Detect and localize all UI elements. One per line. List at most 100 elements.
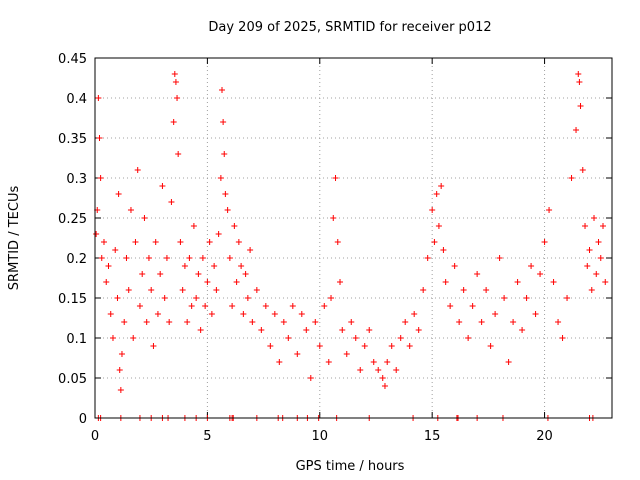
data-point (588, 287, 595, 293)
data-point (564, 295, 571, 301)
data-point (238, 263, 245, 269)
data-point (100, 239, 107, 245)
data-point (420, 287, 427, 293)
data-point (134, 167, 141, 173)
data-point (220, 119, 227, 125)
data-point (171, 71, 178, 77)
data-point (501, 295, 508, 301)
data-point (217, 175, 224, 181)
data-point (298, 311, 305, 317)
data-point (576, 79, 583, 85)
data-point (442, 279, 449, 285)
data-point (184, 319, 191, 325)
data-point (586, 247, 593, 253)
x-tick-label: 15 (424, 429, 441, 444)
data-point (307, 375, 314, 381)
data-point (118, 351, 125, 357)
data-point (226, 255, 233, 261)
data-point (487, 343, 494, 349)
y-tick-label: 0.15 (58, 292, 87, 307)
data-point (244, 295, 251, 301)
data-point (546, 207, 553, 213)
data-point (152, 239, 159, 245)
data-point (415, 327, 422, 333)
data-point (406, 343, 413, 349)
x-tick-label: 20 (536, 429, 553, 444)
data-point (397, 335, 404, 341)
data-point (597, 255, 604, 261)
data-point (193, 295, 200, 301)
data-point (247, 247, 254, 253)
data-point (159, 183, 166, 189)
data-point (379, 375, 386, 381)
data-point (130, 335, 137, 341)
data-point (206, 239, 213, 245)
chart-title: Day 209 of 2025, SRMTID for receiver p01… (208, 20, 491, 35)
data-point (233, 279, 240, 285)
data-point (96, 135, 103, 141)
data-point (429, 207, 436, 213)
x-axis-label: GPS time / hours (296, 459, 405, 474)
x-tick-label: 10 (312, 429, 329, 444)
data-point (258, 327, 265, 333)
y-tick-label: 0.4 (66, 92, 87, 107)
data-point (550, 279, 557, 285)
data-point (384, 359, 391, 365)
data-point (93, 231, 100, 237)
data-point (97, 175, 104, 181)
x-tick-label: 5 (203, 429, 211, 444)
data-point (435, 223, 442, 229)
data-point (325, 359, 332, 365)
data-point (204, 279, 211, 285)
data-point (555, 319, 562, 325)
data-point (109, 335, 116, 341)
data-point (253, 287, 260, 293)
data-point (168, 199, 175, 205)
data-point (267, 343, 274, 349)
data-point (179, 287, 186, 293)
data-point (170, 119, 177, 125)
data-point (224, 207, 231, 213)
data-point (213, 287, 220, 293)
data-point (98, 255, 105, 261)
data-point (186, 255, 193, 261)
data-point (215, 231, 222, 237)
data-point (370, 359, 377, 365)
data-point (139, 271, 146, 277)
data-point (573, 127, 580, 133)
x-tick-labels: 0 5 10 15 20 (91, 429, 553, 444)
data-point (141, 215, 148, 221)
data-point (190, 223, 197, 229)
data-point (312, 319, 319, 325)
data-point (447, 303, 454, 309)
data-point (197, 327, 204, 333)
data-point (143, 319, 150, 325)
data-point (271, 311, 278, 317)
data-point (537, 271, 544, 277)
data-point (528, 263, 535, 269)
data-point (584, 263, 591, 269)
data-point (221, 151, 228, 157)
data-point (294, 351, 301, 357)
data-point (492, 311, 499, 317)
data-point (157, 271, 164, 277)
data-point (148, 287, 155, 293)
data-point (303, 327, 310, 333)
data-point (431, 239, 438, 245)
data-point (280, 319, 287, 325)
y-tick-label: 0.25 (58, 212, 87, 227)
data-point (381, 383, 388, 389)
data-point (181, 263, 188, 269)
data-point (357, 367, 364, 373)
data-point (593, 271, 600, 277)
data-point (242, 271, 249, 277)
data-point (483, 287, 490, 293)
data-point (393, 367, 400, 373)
data-point (199, 255, 206, 261)
data-point (174, 95, 181, 101)
data-point (469, 303, 476, 309)
data-point (411, 311, 418, 317)
data-point (195, 271, 202, 277)
data-point (602, 279, 609, 285)
